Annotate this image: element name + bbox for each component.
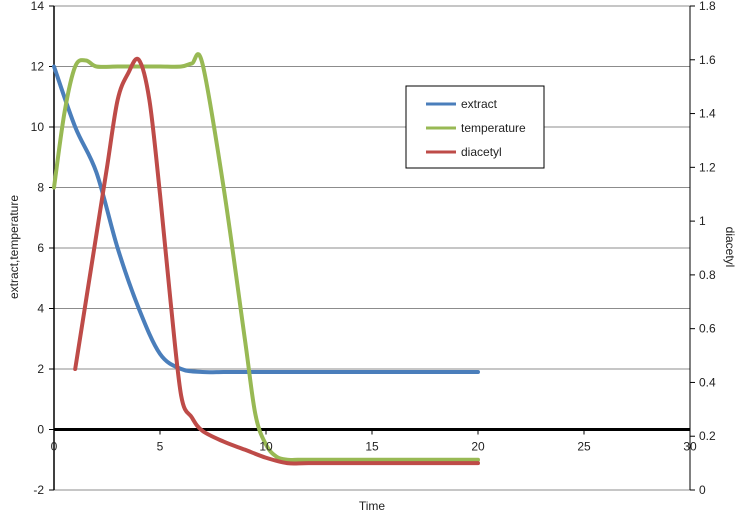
x-tick-label: 25 (577, 440, 591, 454)
x-tick-label: 20 (471, 440, 485, 454)
y-axis-title: extract,temperature (7, 195, 21, 299)
legend-label-temperature: temperature (461, 121, 526, 135)
y2-tick-label: 0.2 (699, 429, 716, 443)
y-tick-label: 0 (37, 423, 44, 437)
legend-item-temperature: temperature (426, 121, 526, 135)
axes (49, 5, 695, 491)
y-tick-label: 10 (31, 120, 45, 134)
legend: extract temperature diacetyl (405, 85, 545, 169)
y-tick-label: 6 (37, 241, 44, 255)
y-tick-label: -2 (33, 483, 44, 497)
legend-item-diacetyl: diacetyl (426, 145, 502, 159)
series-line-extract (52, 64, 480, 375)
tick-labels: -2 0 2 4 6 8 10 12 14 0 0.2 0.4 0.6 0.8 1 1.2 1.4 1.6 1.8 0… (31, 0, 716, 497)
x-tick-label: 15 (365, 440, 379, 454)
y-tick-label: 2 (37, 362, 44, 376)
y2-tick-label: 0.4 (699, 375, 716, 389)
x-tick-label: 5 (157, 440, 164, 454)
y-tick-label: 4 (37, 302, 44, 316)
y2-tick-label: 1.2 (699, 160, 716, 174)
y-tick-label: 14 (31, 0, 45, 13)
gridlines (54, 5, 690, 491)
y2-tick-label: 1 (699, 214, 706, 228)
y2-tick-label: 0.6 (699, 322, 716, 336)
x-axis-title: Time (359, 499, 386, 512)
x-tick-label: 10 (259, 440, 273, 454)
y2-tick-label: 1.8 (699, 0, 716, 13)
y-tick-label: 12 (31, 60, 45, 74)
legend-label-extract: extract (461, 97, 498, 111)
y2-tick-label: 0.8 (699, 268, 716, 282)
series-line-diacetyl (73, 56, 480, 466)
y2-tick-label: 0 (699, 483, 706, 497)
series-line-temperature (52, 52, 480, 462)
y-tick-label: 8 (37, 181, 44, 195)
y2-tick-label: 1.6 (699, 53, 716, 67)
y2-axis-title: diacetyl (723, 227, 737, 268)
legend-item-extract: extract (426, 97, 498, 111)
y2-tick-label: 1.4 (699, 107, 716, 121)
x-tick-label: 30 (683, 440, 697, 454)
series-lines (52, 52, 480, 466)
legend-label-diacetyl: diacetyl (461, 145, 502, 159)
x-tick-label: 0 (51, 440, 58, 454)
